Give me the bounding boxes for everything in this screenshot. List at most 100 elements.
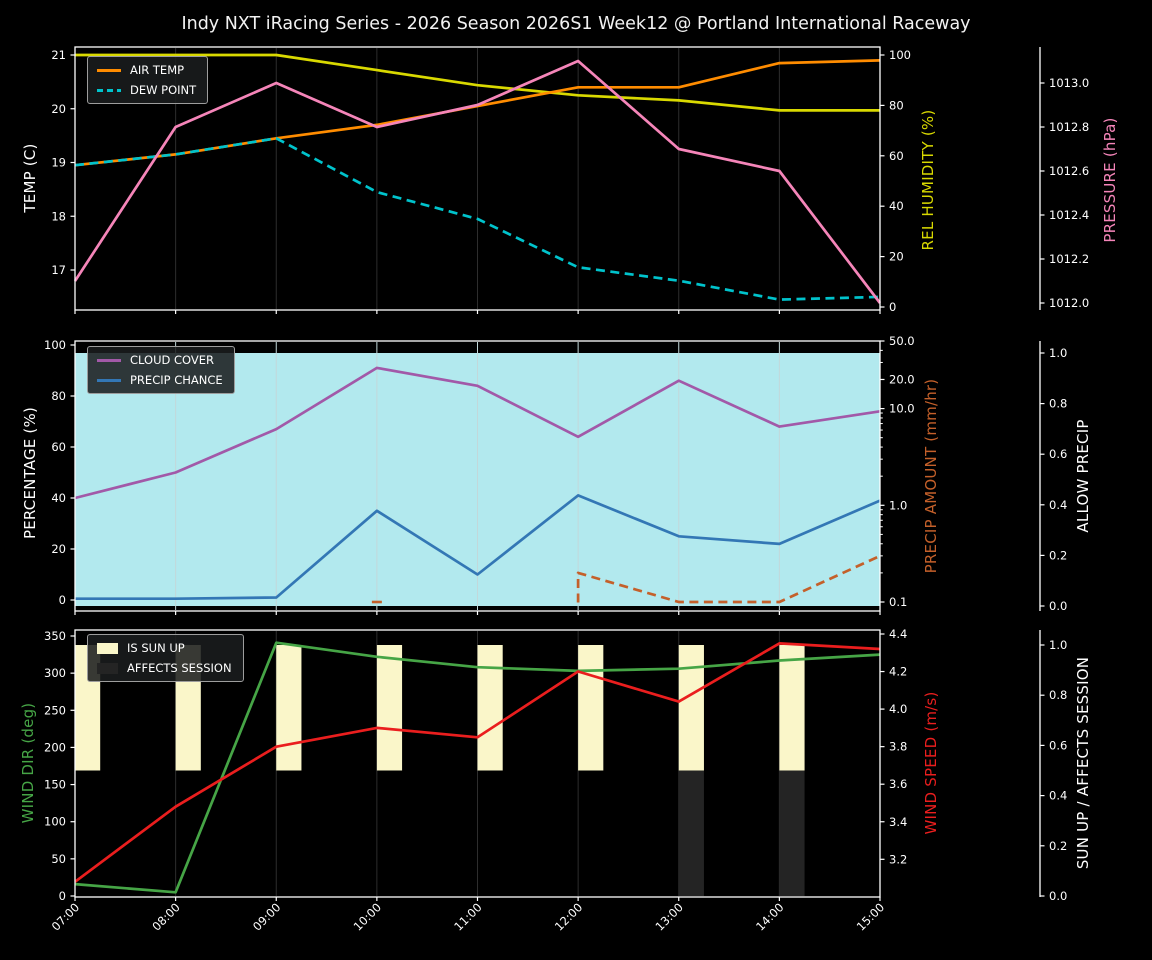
legend-precipitation-panel: CLOUD COVER PRECIP CHANCE bbox=[87, 346, 235, 394]
axis-title-rel-humidity: REL HUMIDITY (%) bbox=[919, 109, 937, 251]
legend-label: AIR TEMP bbox=[130, 63, 185, 77]
precip-chance-line bbox=[75, 494, 881, 601]
axis-title-wind-dir: WIND DIR (deg) bbox=[19, 702, 37, 824]
is-sun-up-bar bbox=[376, 645, 403, 771]
legend-item: IS SUN UP bbox=[97, 641, 232, 655]
y-tick-label-speed: 4.4 bbox=[889, 627, 907, 641]
y-tick-label-dir: 100 bbox=[44, 815, 66, 829]
axis-title-allow-precip: ALLOW PRECIP bbox=[1074, 419, 1092, 533]
y-tick-label-pressure: 1012.2 bbox=[1049, 252, 1089, 266]
y-tick-label-allow: 0.6 bbox=[1049, 447, 1067, 461]
y-tick-label-temp: 18 bbox=[51, 209, 66, 223]
axis-title-temp: TEMP (C) bbox=[21, 143, 39, 213]
y-tick-label-pressure: 1012.0 bbox=[1049, 296, 1089, 310]
y-tick-label-speed: 3.8 bbox=[889, 740, 907, 754]
x-tick-label: 13:00 bbox=[653, 900, 686, 933]
legend-item: DEW POINT bbox=[97, 83, 196, 97]
y-tick-label-humidity: 20 bbox=[889, 250, 904, 264]
legend-swatch-precip-chance bbox=[97, 378, 121, 382]
legend-swatch-air-temp bbox=[97, 68, 121, 72]
y-tick-label-sun: 0.0 bbox=[1049, 889, 1067, 903]
axis-title-pressure: PRESSURE (hPa) bbox=[1101, 117, 1119, 243]
y-tick-label-pressure: 1012.4 bbox=[1049, 208, 1089, 222]
y-tick-label-sun: 0.4 bbox=[1049, 789, 1067, 803]
legend-item: CLOUD COVER bbox=[97, 353, 223, 367]
y-tick-label-sun: 0.8 bbox=[1049, 688, 1067, 702]
legend-label: DEW POINT bbox=[130, 83, 197, 97]
y-tick-label-temp: 21 bbox=[51, 48, 66, 62]
y-tick-label-humidity: 40 bbox=[889, 199, 904, 213]
x-tick-label: 07:00 bbox=[49, 900, 82, 933]
affects-session-bar bbox=[678, 770, 704, 896]
y-tick-label-speed: 3.2 bbox=[889, 852, 907, 866]
x-tick-label: 08:00 bbox=[149, 900, 182, 933]
y-tick-label-amount: 20.0 bbox=[889, 372, 915, 386]
y-tick-label-dir: 250 bbox=[44, 703, 66, 717]
y-tick-label-pct: 60 bbox=[51, 440, 66, 454]
is-sun-up-bar bbox=[276, 645, 302, 771]
y-tick-label-sun: 1.0 bbox=[1049, 638, 1067, 652]
is-sun-up-bar bbox=[779, 645, 805, 771]
y-tick-label-amount: 0.1 bbox=[889, 595, 907, 609]
y-tick-label-pressure: 1012.8 bbox=[1049, 120, 1089, 134]
x-tick-label: 11:00 bbox=[451, 900, 484, 933]
y-tick-label-pressure: 1012.6 bbox=[1049, 164, 1089, 178]
axis-title-sun-affects: SUN UP / AFFECTS SESSION bbox=[1074, 656, 1092, 870]
y-tick-label-allow: 0.4 bbox=[1049, 498, 1067, 512]
y-tick-label-amount: 1.0 bbox=[889, 498, 907, 512]
y-tick-label-allow: 0.2 bbox=[1049, 548, 1067, 562]
y-tick-label-humidity: 100 bbox=[889, 48, 911, 62]
dew-point-line bbox=[74, 136, 881, 301]
y-tick-label-speed: 3.6 bbox=[889, 777, 907, 791]
legend-temperature-panel: AIR TEMP DEW POINT bbox=[87, 56, 209, 104]
legend-label: AFFECTS SESSION bbox=[127, 661, 232, 675]
affects-session-bar bbox=[779, 770, 805, 896]
axis-title-precip-amount: PRECIP AMOUNT (mm/hr) bbox=[922, 378, 940, 574]
x-tick-label: 09:00 bbox=[250, 900, 283, 933]
y-tick-label-dir: 0 bbox=[59, 889, 66, 903]
y-tick-label-allow: 0.8 bbox=[1049, 397, 1067, 411]
x-tick-label: 10:00 bbox=[351, 900, 384, 933]
legend-label: CLOUD COVER bbox=[130, 353, 215, 367]
chart-title: Indy NXT iRacing Series - 2026 Season 20… bbox=[181, 14, 971, 34]
axis-title-wind-speed: WIND SPEED (m/s) bbox=[922, 691, 940, 835]
is-sun-up-bar bbox=[477, 645, 503, 771]
x-tick-label: 14:00 bbox=[753, 900, 786, 933]
y-tick-label-allow: 0.0 bbox=[1049, 599, 1067, 613]
y-tick-label-pct: 20 bbox=[51, 542, 66, 556]
legend-wind-panel: IS SUN UP AFFECTS SESSION bbox=[87, 634, 244, 682]
y-tick-label-speed: 3.4 bbox=[889, 815, 907, 829]
legend-label: IS SUN UP bbox=[127, 641, 185, 655]
y-tick-label-humidity: 0 bbox=[889, 300, 896, 314]
y-tick-label-temp: 19 bbox=[51, 156, 66, 170]
axis-title-percentage: PERCENTAGE (%) bbox=[21, 407, 39, 539]
pressure-line bbox=[73, 59, 882, 304]
legend-label: PRECIP CHANCE bbox=[130, 373, 223, 387]
y-tick-label-humidity: 80 bbox=[889, 98, 904, 112]
y-tick-label-amount: 10.0 bbox=[889, 402, 915, 416]
y-tick-label-pct: 40 bbox=[51, 491, 66, 505]
legend-swatch-dew-point bbox=[97, 88, 121, 92]
cloud-cover-line bbox=[74, 366, 881, 500]
y-tick-label-speed: 4.0 bbox=[889, 702, 907, 716]
is-sun-up-bar bbox=[578, 645, 604, 771]
is-sun-up-bar bbox=[678, 645, 704, 771]
y-tick-label-pressure: 1013.0 bbox=[1049, 76, 1089, 90]
y-tick-label-dir: 300 bbox=[44, 666, 66, 680]
legend-swatch-is-sun-up bbox=[97, 642, 118, 654]
legend-item: PRECIP CHANCE bbox=[97, 373, 223, 387]
y-tick-label-dir: 150 bbox=[44, 778, 66, 792]
y-tick-label-amount: 50.0 bbox=[889, 334, 915, 348]
x-tick-label: 12:00 bbox=[552, 900, 585, 933]
y-tick-label-humidity: 60 bbox=[889, 149, 904, 163]
y-tick-label-temp: 17 bbox=[51, 263, 66, 277]
y-tick-label-pct: 80 bbox=[51, 389, 66, 403]
y-tick-label-sun: 0.2 bbox=[1049, 839, 1067, 853]
legend-swatch-cloud-cover bbox=[97, 358, 121, 362]
legend-item: AFFECTS SESSION bbox=[97, 661, 232, 675]
precip-amount-line bbox=[576, 554, 881, 604]
y-tick-label-temp: 20 bbox=[51, 102, 66, 116]
y-tick-label-sun: 0.6 bbox=[1049, 738, 1067, 752]
